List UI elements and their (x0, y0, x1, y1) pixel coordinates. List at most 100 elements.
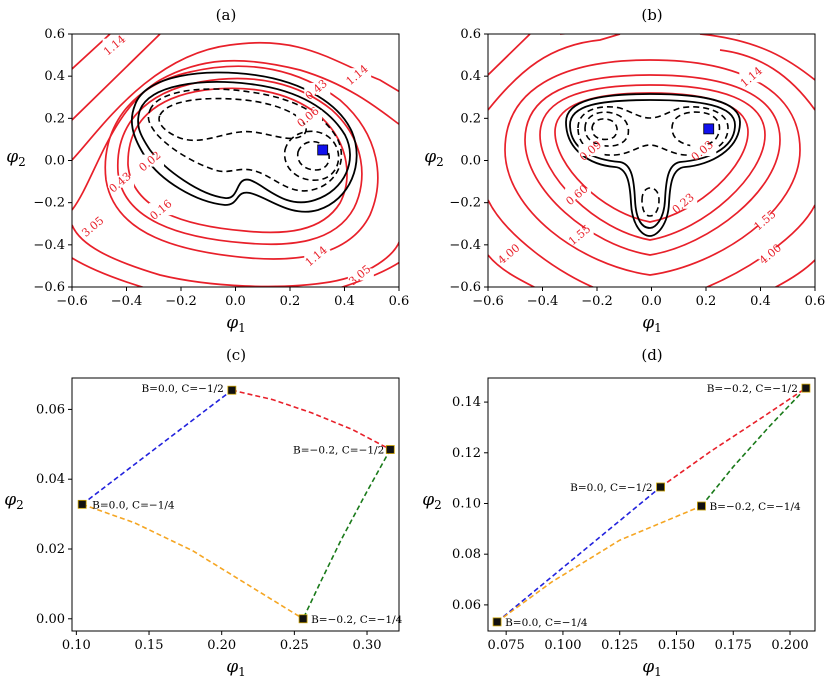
y-tick-label: −0.6 (449, 280, 481, 295)
series-line (231, 389, 391, 451)
panel-d-line-plot: (d) B=−0.2, C=−1/2B=0.0, C=−1/2B=−0.2, C… (422, 346, 816, 679)
contour-label-bg (567, 228, 594, 241)
data-point (697, 501, 706, 511)
contour-label: 1.55 (751, 208, 778, 234)
point-annotation: B=0.0, C=−1/2 (570, 482, 652, 494)
x-tick-label: 0.2 (280, 294, 301, 309)
contour-label-bg (345, 68, 372, 81)
x-tick-label: 0.0 (641, 294, 662, 309)
x-tick-label: 0.20 (207, 638, 236, 653)
x-tick-label: −0.2 (165, 294, 197, 309)
contour-label-bg (148, 203, 175, 216)
y-tick-label: 0.12 (452, 446, 481, 461)
panel-c-line-plot: (c) B=0.0, C=−1/2B=−0.2, C=−1/2B=0.0, C=… (4, 346, 402, 679)
contour-line-dashed (577, 106, 729, 156)
x-tick-label: 0.125 (601, 638, 638, 653)
contour-line-red (488, 34, 815, 111)
x-tick-label: 0.075 (488, 638, 525, 653)
contour-label-bg (138, 154, 165, 167)
minimum-point (703, 123, 715, 135)
panel-c-title: (c) (226, 346, 246, 364)
contour-line-dashed (591, 118, 618, 141)
contour-label-bg (671, 196, 698, 209)
point-annotation: B=0.0, C=−1/4 (505, 617, 588, 629)
x-tick-label: 0.200 (771, 638, 808, 653)
data-point (77, 499, 87, 509)
y-tick-label: 0.00 (36, 612, 65, 627)
contour-line-red (504, 59, 801, 276)
data-point (298, 614, 308, 624)
series-line (660, 387, 807, 488)
panel-b-title: (b) (641, 6, 662, 24)
minimum-point (317, 144, 329, 156)
panel-b-contours (488, 34, 815, 287)
x-tick-label: 0.4 (334, 294, 355, 309)
panel-a-contour-plot: (a) 1.141.140.430.060.020.430.163.051.14… (6, 6, 409, 335)
point-annotation: B=−0.2, C=−1/4 (709, 501, 801, 513)
x-tick-label: 0.2 (696, 294, 717, 309)
data-point (385, 445, 395, 454)
panel-c-ylabel: φ2 (4, 490, 24, 512)
panel-d-title: (d) (641, 346, 662, 364)
series-line (496, 486, 662, 623)
panel-b-ylabel: φ2 (424, 147, 444, 169)
contour-label: 0.02 (136, 149, 163, 175)
contour-label-bg (347, 268, 374, 281)
contour-label: 1.14 (738, 64, 765, 90)
contour-label: 1.55 (566, 222, 593, 248)
series-line (81, 503, 304, 620)
y-tick-label: −0.2 (449, 196, 481, 211)
panel-b-contour-plot: (b) 1.140.09 0.030.60 0.231.551.554.00 4.00… (424, 6, 825, 335)
x-tick-label: −0.4 (527, 294, 559, 309)
contour-line-red (524, 74, 781, 256)
y-tick-label: 0.4 (460, 69, 481, 84)
y-tick-label: 0.6 (460, 27, 481, 42)
y-tick-label: 0.2 (44, 111, 65, 126)
series-line (700, 387, 807, 507)
x-tick-label: −0.6 (56, 294, 88, 309)
panel-d-frame (487, 377, 816, 632)
x-tick-label: 0.6 (389, 294, 410, 309)
panel-c-frame (71, 377, 400, 632)
contour-label-bg (108, 175, 135, 188)
data-point (801, 383, 811, 393)
panel-b-axes: −0.6 −0.4 −0.2 0.0 0.2 0.4 0.6 −0.6 −0.4 −0.2 0.0 0… (449, 27, 825, 309)
data-point (227, 385, 237, 395)
contour-line-red (72, 224, 399, 287)
contour-label-bg (739, 70, 766, 83)
contour-label-bg (304, 249, 331, 262)
contour-line-black (565, 93, 741, 237)
contour-label-bg (690, 144, 717, 157)
contour-line-black (137, 81, 351, 204)
x-tick-label: 0.150 (658, 638, 695, 653)
contour-line-dashed (641, 187, 660, 217)
contour-label-bg (752, 213, 779, 226)
y-tick-label: 0.04 (36, 472, 65, 487)
panel-a-xlabel: φ1 (226, 313, 246, 335)
y-tick-label: −0.4 (449, 238, 481, 253)
contour-label-bg (102, 38, 129, 51)
panel-a-contours (72, 34, 399, 287)
y-tick-label: 0.6 (44, 27, 65, 42)
y-tick-label: 0.4 (44, 69, 65, 84)
contour-line-dashed (296, 140, 330, 171)
contour-line-dashed (584, 111, 630, 147)
contour-label: 0.60 (563, 182, 590, 208)
point-annotation: B=−0.2, C=−1/4 (311, 614, 403, 626)
contour-line-red (117, 77, 363, 246)
data-point (492, 617, 502, 627)
panel-c-xlabel: φ1 (226, 657, 246, 679)
panel-a-axes: −0.6 −0.4 −0.2 0.0 0.2 0.4 0.6 −0.6 −0.4 −0.2 0.0 0… (33, 27, 409, 309)
x-tick-label: 0.25 (280, 638, 309, 653)
contour-label-bg (564, 188, 591, 201)
contour-line-red (127, 87, 348, 234)
x-tick-label: 0.175 (715, 638, 752, 653)
contour-label-bg (578, 144, 605, 157)
panel-d-plot-area: B=−0.2, C=−1/2 B=0.0, C=−1/2 B=−0.2, C=−1/… (452, 383, 811, 653)
y-tick-label: 0.14 (452, 395, 481, 410)
y-tick-label: −0.2 (33, 196, 65, 211)
y-tick-label: 0.06 (36, 402, 65, 417)
series-line (81, 389, 233, 505)
contour-line-dashed (158, 97, 307, 142)
contour-label: 0.06 (295, 104, 322, 130)
